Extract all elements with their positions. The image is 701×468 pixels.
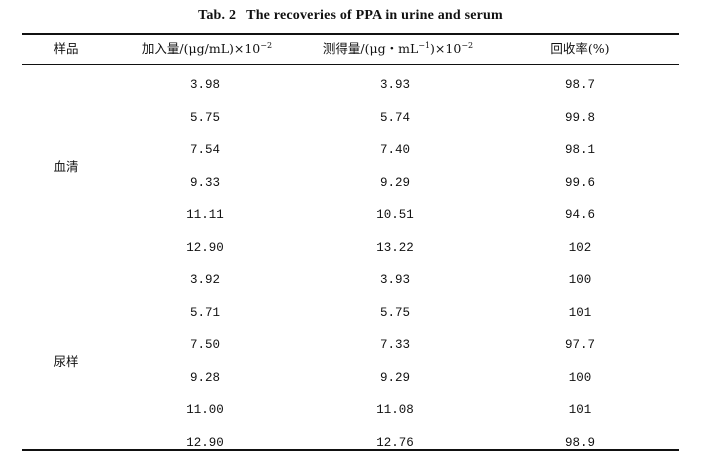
cell-recovery: 99.8 (564, 110, 595, 125)
table-header: 样品 加入量/(μg/mL)×10−2 测得量/(μg・mL−1)×10−2 回… (0, 33, 701, 64)
cell-added: 7.50 (189, 338, 220, 352)
group-label: 尿样 (53, 353, 79, 369)
table-title: The recoveries of PPA in urine and serum (246, 8, 503, 23)
cell-added: 9.28 (189, 370, 220, 385)
cell-recovery: 98.1 (564, 143, 595, 157)
cell-added: 11.00 (186, 403, 224, 417)
header-found: 测得量/(μg・mL−1)×10−2 (298, 33, 498, 64)
cell-recovery: 97.7 (564, 338, 595, 352)
cell-added: 11.11 (186, 208, 224, 222)
header-found-text: 测得量/(μg・mL (322, 41, 419, 56)
cell-found: 7.40 (379, 143, 410, 157)
header-found-exp1: −1 (418, 40, 431, 50)
cell-added: 5.71 (189, 305, 220, 320)
cell-found: 3.93 (379, 78, 410, 92)
cell-found: 10.51 (376, 208, 414, 222)
cell-found: 11.08 (376, 403, 414, 417)
cell-recovery: 98.7 (564, 78, 595, 92)
table-row: 12.90 13.22 102 (0, 232, 701, 264)
table-row: 7.50 7.33 97.7 (0, 329, 701, 361)
cell-found: 7.33 (379, 338, 410, 352)
header-added: 加入量/(μg/mL)×10−2 (118, 33, 296, 64)
header-found-exp2: −2 (461, 40, 474, 50)
table-number: Tab. 2 (198, 8, 237, 23)
cell-recovery: 99.6 (564, 175, 595, 190)
header-added-exp: −2 (260, 40, 273, 50)
header-sample: 样品 (53, 41, 79, 56)
cell-found: 13.22 (376, 240, 414, 255)
table-row: 3.98 3.93 98.7 (0, 69, 701, 101)
header-found-mid: )×10 (430, 41, 462, 56)
cell-recovery: 100 (568, 273, 592, 287)
cell-found: 9.29 (379, 175, 410, 190)
cell-added: 12.90 (186, 435, 224, 450)
cell-recovery: 102 (568, 240, 592, 255)
table-row: 11.00 11.08 101 (0, 394, 701, 426)
header-rule (22, 64, 679, 65)
table-row: 9.33 9.29 99.6 (0, 167, 701, 199)
cell-recovery: 100 (568, 370, 592, 385)
table-row: 5.75 5.74 99.8 (0, 102, 701, 134)
cell-added: 5.75 (189, 110, 220, 125)
table-row: 3.92 3.93 100 (0, 264, 701, 296)
header-recovery: 回收率(%) (550, 41, 610, 56)
cell-found: 3.93 (379, 273, 410, 287)
cell-recovery: 101 (568, 305, 592, 320)
table-row: 7.54 7.40 98.1 (0, 134, 701, 166)
table-row: 12.90 12.76 98.9 (0, 427, 701, 459)
cell-found: 5.75 (379, 305, 410, 320)
cell-found: 5.74 (379, 110, 410, 125)
table-row: 11.11 10.51 94.6 (0, 199, 701, 231)
table-caption: Tab. 2 The recoveries of PPA in urine and… (0, 8, 701, 24)
cell-recovery: 101 (568, 403, 592, 417)
cell-recovery: 94.6 (564, 208, 595, 222)
cell-added: 9.33 (189, 175, 220, 190)
cell-found: 12.76 (376, 435, 414, 450)
cell-added: 12.90 (186, 240, 224, 255)
table-row: 5.71 5.75 101 (0, 297, 701, 329)
top-rule (22, 33, 679, 35)
cell-added: 7.54 (189, 143, 220, 157)
cell-found: 9.29 (379, 370, 410, 385)
cell-added: 3.92 (189, 273, 220, 287)
cell-added: 3.98 (189, 78, 220, 92)
group-label: 血清 (53, 158, 79, 174)
table-row: 9.28 9.29 100 (0, 362, 701, 394)
header-added-text: 加入量/(μg/mL)×10 (141, 41, 261, 56)
cell-recovery: 98.9 (564, 435, 595, 450)
bottom-rule (22, 449, 679, 451)
